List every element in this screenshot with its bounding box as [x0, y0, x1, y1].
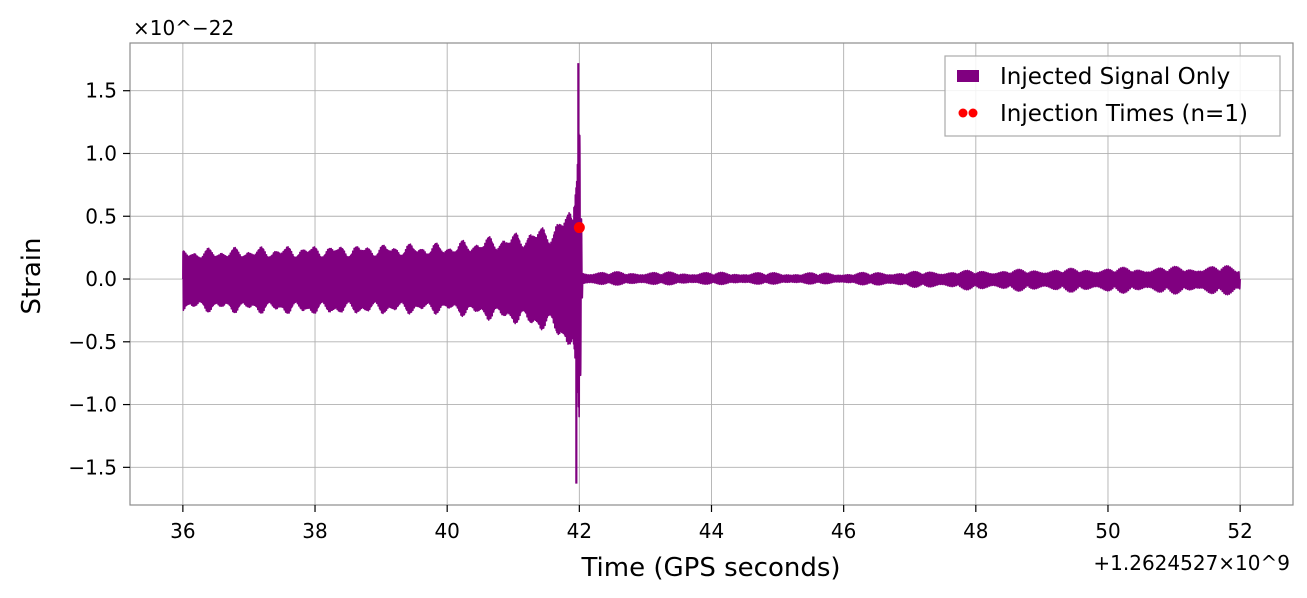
x-tick-label: 38: [302, 519, 327, 543]
legend-marker-injection-2: [968, 108, 978, 118]
y-tick-label: 1.0: [85, 141, 117, 165]
x-offset-label: +1.2624527×10^9: [1093, 551, 1290, 575]
plot-area: [182, 63, 1241, 484]
y-tick-label: 1.5: [85, 79, 117, 103]
x-tick-label: 42: [567, 519, 592, 543]
x-tick-label: 36: [170, 519, 195, 543]
x-tick-label: 48: [963, 519, 988, 543]
legend-label-signal: Injected Signal Only: [1000, 64, 1230, 90]
x-tick-label: 46: [831, 519, 856, 543]
axis-ticks: 36 38 40 42 44 46 48 50 52 −1.5 −1.0 −0.5 0.0 0.5 1.0 1…: [68, 79, 1252, 543]
x-tick-label: 52: [1227, 519, 1252, 543]
y-tick-label: −1.5: [68, 455, 117, 479]
legend-label-injection: Injection Times (n=1): [1000, 101, 1248, 127]
x-tick-label: 44: [699, 519, 724, 543]
legend-box: [944, 55, 1281, 137]
legend-swatch-signal: [957, 70, 979, 82]
x-axis-label: Time (GPS seconds): [580, 553, 840, 583]
y-axis-label: Strain: [17, 237, 47, 314]
y-tick-label: −0.5: [68, 330, 117, 354]
y-scale-label: ×10^−22: [133, 16, 234, 40]
y-tick-label: 0.0: [85, 267, 117, 291]
legend-marker-injection-1: [958, 108, 968, 118]
x-tick-label: 40: [434, 519, 459, 543]
y-tick-label: 0.5: [85, 204, 117, 228]
strain-series-line: [182, 133, 1241, 418]
x-tick-label: 50: [1095, 519, 1120, 543]
legend: Injected Signal Only Injection Times (n=…: [944, 55, 1281, 137]
injection-time-point: [573, 222, 585, 234]
y-tick-label: −1.0: [68, 393, 117, 417]
